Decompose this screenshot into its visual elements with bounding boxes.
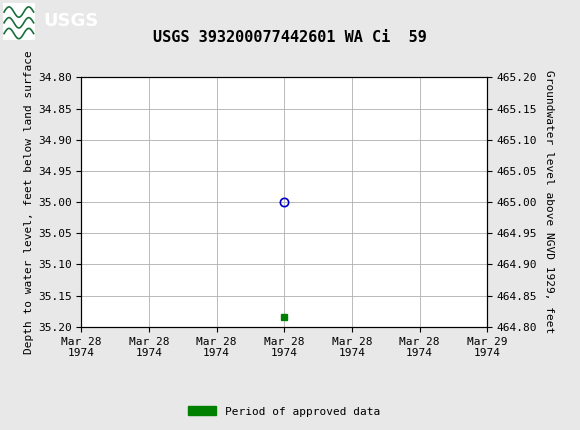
FancyBboxPatch shape	[3, 3, 35, 40]
Text: USGS 393200077442601 WA Ci  59: USGS 393200077442601 WA Ci 59	[153, 30, 427, 45]
Y-axis label: Depth to water level, feet below land surface: Depth to water level, feet below land su…	[24, 50, 34, 354]
Text: USGS: USGS	[44, 12, 99, 31]
Y-axis label: Groundwater level above NGVD 1929, feet: Groundwater level above NGVD 1929, feet	[544, 71, 554, 334]
Legend: Period of approved data: Period of approved data	[184, 402, 385, 421]
